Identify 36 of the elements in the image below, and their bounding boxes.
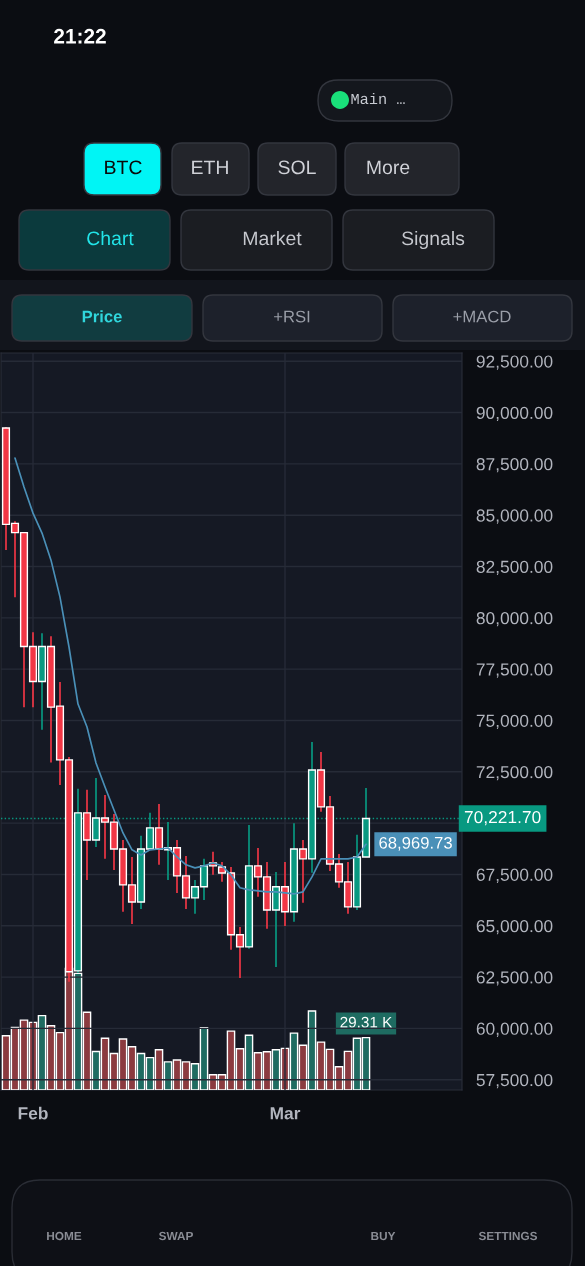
text: ETH <box>192 160 228 175</box>
y-tick-label: 92,500.00 <box>476 355 553 370</box>
text: Price <box>82 310 122 323</box>
text: Main … <box>351 92 405 105</box>
text: HOME <box>47 1231 82 1241</box>
y-tick-label: 77,500.00 <box>476 663 553 678</box>
y-tick-label: 72,500.00 <box>476 765 553 781</box>
line-series <box>14 457 367 895</box>
y-tick-label: 87,500.00 <box>476 458 553 473</box>
y-tick-label: 90,000.00 <box>476 406 553 422</box>
y-tick-label: 65,000.00 <box>476 919 553 935</box>
text: SWAP <box>158 1231 193 1241</box>
ref-line-label: 70,221.70 <box>464 810 541 826</box>
y-tick-label: 62,500.00 <box>476 971 553 986</box>
text: Market <box>243 230 302 246</box>
x-tick-label: Feb <box>18 1106 48 1120</box>
text: BTC <box>105 160 142 175</box>
data-label: 29.31 K <box>340 1016 393 1028</box>
text: BUY <box>371 1231 396 1241</box>
y-tick-label: 60,000.00 <box>476 1022 553 1037</box>
y-tick-label: 75,000.00 <box>476 714 553 729</box>
text: Signals <box>402 230 465 250</box>
y-tick-label: 82,500.00 <box>476 560 553 576</box>
text: SOL <box>278 160 316 175</box>
x-tick-label: Mar <box>270 1107 301 1120</box>
y-tick-label: 85,000.00 <box>476 509 553 524</box>
text: SETTINGS <box>478 1231 538 1241</box>
text: +MACD <box>453 310 511 323</box>
text: Chart <box>87 230 134 246</box>
text: 21:22 <box>54 28 106 44</box>
y-tick-label: 57,500.00 <box>476 1073 553 1089</box>
y-tick-label: 67,500.00 <box>476 868 553 883</box>
y-tick-label: 80,000.00 <box>476 612 553 627</box>
text: More <box>367 160 410 175</box>
data-label: 68,969.73 <box>379 836 452 851</box>
text: +RSI <box>274 310 310 323</box>
